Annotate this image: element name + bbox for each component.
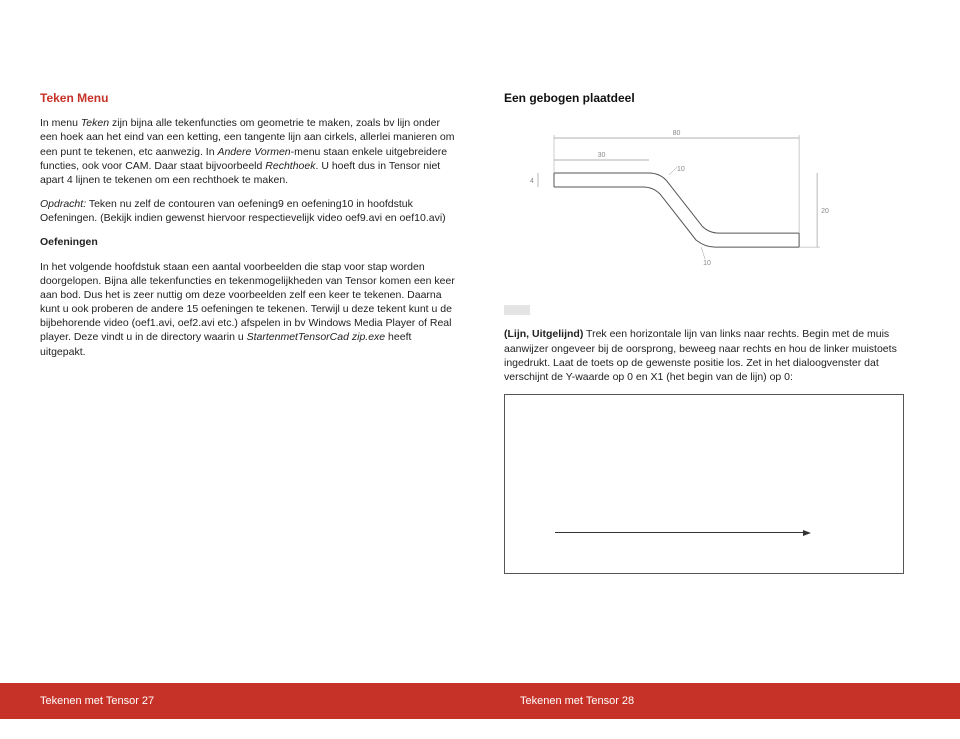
left-p3: In het volgende hoofdstuk staan een aant… [40,260,456,359]
left-p2: Opdracht: Teken nu zelf de contouren van… [40,197,456,225]
left-sub: Oefeningen [40,235,456,249]
footer-bar: Tekenen met Tensor 27 Tekenen met Tensor… [0,683,960,719]
svg-text:10: 10 [677,166,685,173]
right-p1: (Lijn, Uitgelijnd) Trek een horizontale … [504,327,920,384]
svg-text:30: 30 [598,152,606,159]
left-column: Teken Menu In menu Teken zijn bijna alle… [40,90,456,739]
bent-plate-diagram: 80 30 20 4 10 10 [504,118,904,283]
left-title: Teken Menu [40,90,456,106]
svg-text:20: 20 [821,208,829,215]
gray-swatch [504,305,530,315]
left-p1: In menu Teken zijn bijna alle tekenfunct… [40,116,456,187]
right-column: Een gebogen plaatdeel 80 30 20 4 10 10 (Lijn,… [504,90,920,739]
horizontal-line [555,532,805,533]
footer-left: Tekenen met Tensor 27 [0,683,480,719]
svg-text:80: 80 [673,130,681,137]
footer-right: Tekenen met Tensor 28 [480,683,960,719]
svg-text:4: 4 [530,178,534,185]
svg-text:10: 10 [703,260,711,267]
right-title: Een gebogen plaatdeel [504,90,920,106]
arrow-head-icon [803,530,811,536]
draw-example-box [504,394,904,574]
